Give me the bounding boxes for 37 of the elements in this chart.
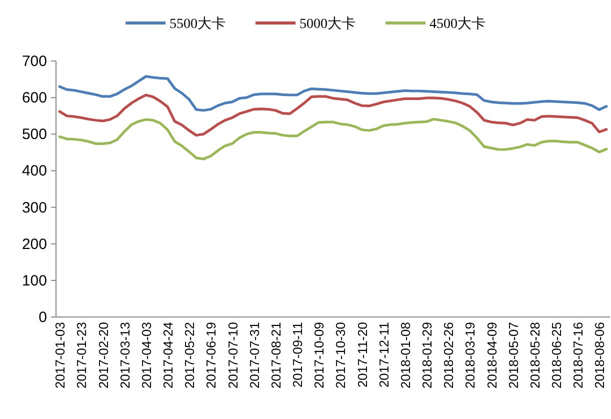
x-tick-label: 2017-07-10	[225, 322, 240, 388]
y-tick-label: 300	[22, 199, 47, 216]
x-tick-label: 2017-06-19	[204, 322, 219, 388]
x-tick-label: 2017-04-24	[160, 322, 176, 388]
x-tick-label: 2017-02-20	[96, 322, 111, 388]
x-tick-label: 2017-11-20	[354, 322, 370, 388]
y-tick-label: 400	[22, 162, 47, 180]
x-tick-label: 2018-05-28	[527, 322, 542, 388]
x-tick-label: 2018-01-08	[398, 322, 413, 388]
x-tick-label: 2017-10-30	[333, 322, 348, 388]
x-tick-label: 2018-07-16	[570, 322, 586, 388]
y-tick-label: 200	[22, 236, 47, 253]
x-tick-label: 2017-04-03	[138, 322, 154, 388]
legend-label: 5000大卡	[300, 16, 356, 32]
y-tick-label: 600	[22, 90, 47, 107]
legend-label: 4500大卡	[430, 16, 486, 32]
y-tick-label: 700	[22, 53, 47, 70]
x-tick-label: 2018-08-06	[592, 322, 608, 388]
x-tick-label: 2017-05-22	[182, 322, 198, 388]
x-tick-label: 2018-03-19	[462, 322, 478, 388]
x-tick-label: 2018-02-26	[441, 322, 456, 388]
x-tick-label: 2017-01-23	[74, 322, 90, 388]
y-tick-label: 0	[38, 309, 47, 326]
x-tick-label: 2018-01-29	[420, 322, 435, 388]
x-tick-label: 2018-06-25	[549, 322, 564, 388]
x-tick-label: 2018-05-07	[506, 322, 521, 388]
x-tick-label: 2017-01-03	[52, 322, 68, 388]
y-tick-label: 100	[22, 272, 47, 290]
y-tick-label: 500	[22, 126, 47, 144]
x-tick-label: 2017-12-11	[376, 322, 392, 388]
legend-label: 5500大卡	[170, 16, 226, 32]
x-tick-label: 2017-08-21	[268, 322, 284, 388]
x-tick-label: 2017-07-31	[246, 322, 262, 388]
x-tick-label: 2017-10-09	[312, 322, 327, 388]
x-tick-label: 2017-09-11	[290, 322, 306, 388]
x-tick-label: 2018-04-09	[484, 322, 500, 388]
x-tick-label: 2017-03-13	[117, 322, 132, 388]
